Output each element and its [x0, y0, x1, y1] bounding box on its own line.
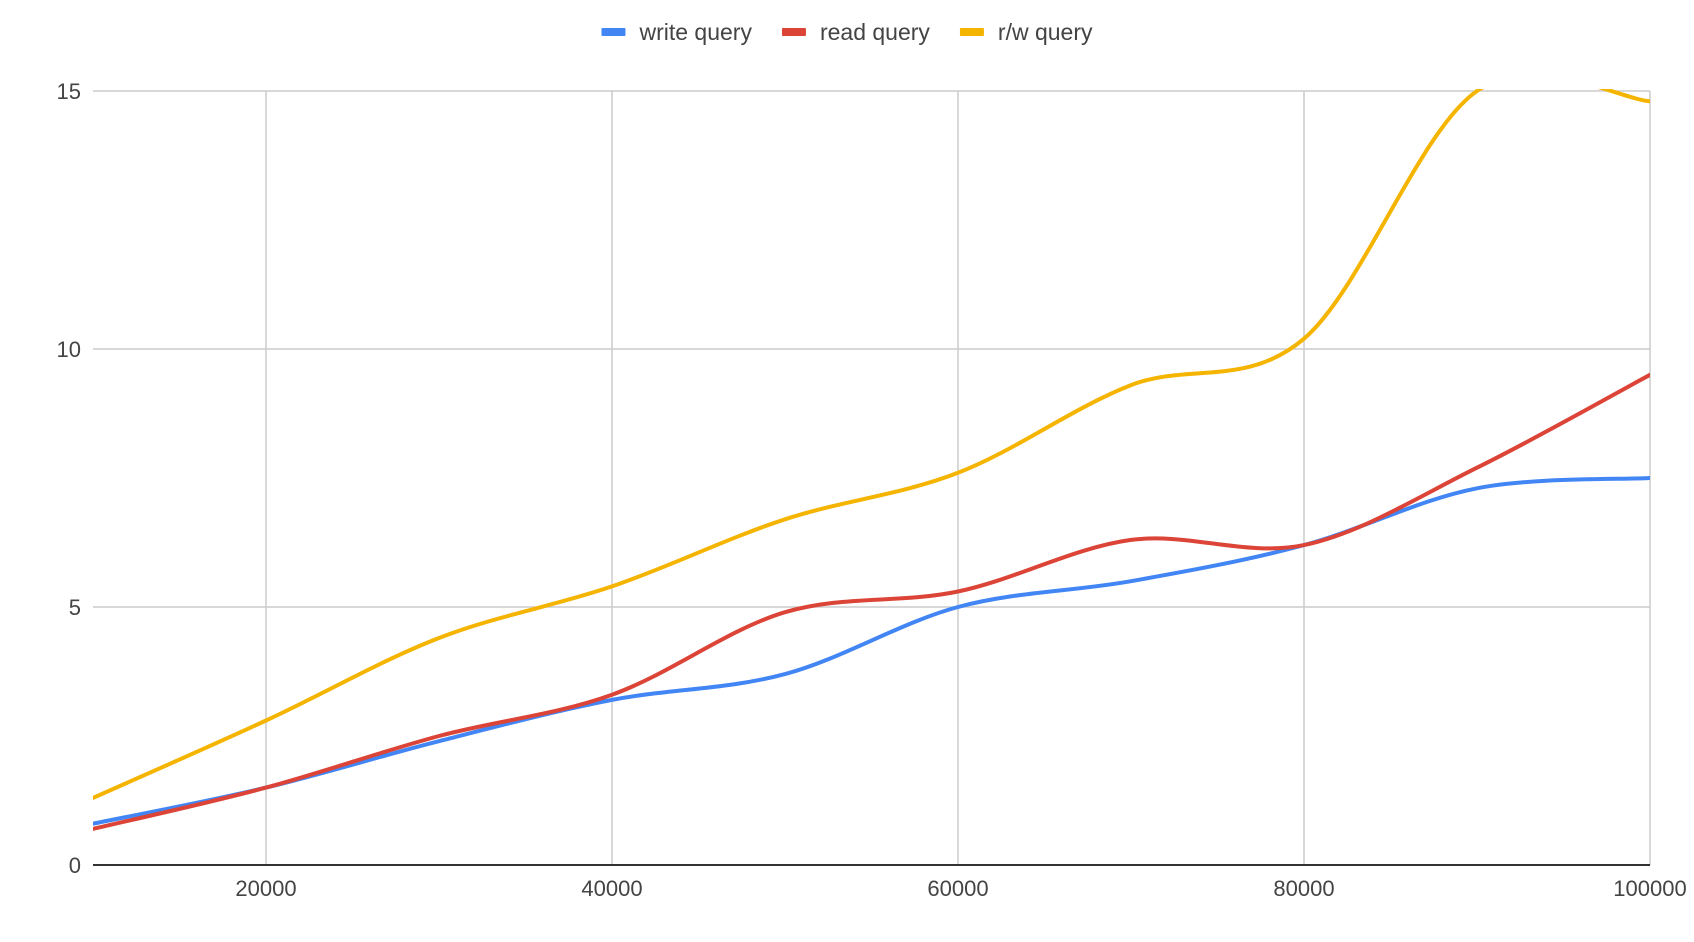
y-tick-label: 15	[57, 79, 81, 104]
y-tick-label: 5	[69, 595, 81, 620]
x-tick-label: 20000	[235, 876, 296, 901]
legend-item-r-w-query[interactable]: r/w query	[959, 19, 1093, 45]
axes: 0 5 10 15 20000 40000 60000 80000 100000	[57, 79, 1687, 901]
x-tick-label: 40000	[581, 876, 642, 901]
y-tick-label: 10	[57, 337, 81, 362]
legend-label: r/w query	[998, 19, 1093, 45]
series-line-write-query	[93, 476, 1650, 826]
legend-label: read query	[820, 19, 930, 45]
legend-swatch	[601, 28, 626, 36]
series-line-r-w-query	[93, 89, 1650, 800]
legend: write query read query r/w query	[601, 19, 1093, 45]
legend-item-read-query[interactable]: read query	[781, 19, 930, 45]
legend-swatch	[959, 28, 984, 36]
legend-item-write-query[interactable]: write query	[601, 19, 752, 45]
x-tick-label: 100000	[1613, 876, 1686, 901]
legend-label: write query	[638, 19, 752, 45]
series-lines	[93, 89, 1650, 831]
y-tick-label: 0	[69, 853, 81, 878]
grid	[93, 90, 1651, 865]
legend-swatch	[781, 28, 806, 36]
x-tick-label: 60000	[927, 876, 988, 901]
series-line-read-query	[93, 372, 1650, 831]
x-tick-label: 80000	[1273, 876, 1334, 901]
